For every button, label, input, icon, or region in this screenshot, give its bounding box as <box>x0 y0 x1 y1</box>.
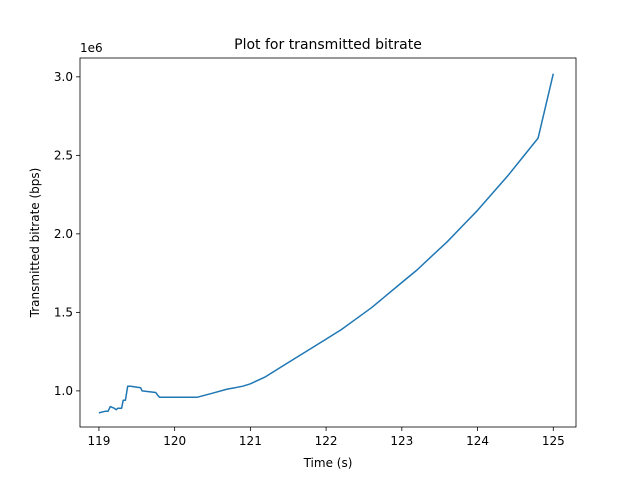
x-tick-label: 122 <box>315 434 338 448</box>
y-tick-label: 3.0 <box>54 70 73 84</box>
bitrate-series-line <box>98 73 555 414</box>
y-tick-label: 2.5 <box>54 148 73 162</box>
y-tick-label: 1.5 <box>54 305 73 319</box>
y-tick-label: 2.0 <box>54 227 73 241</box>
x-axis-ticks: 119 120 121 122 123 124 125 <box>87 427 565 448</box>
plot-area-frame <box>79 57 577 428</box>
y-tick-label: 1.0 <box>54 384 73 398</box>
y-axis-label: Transmitted bitrate (bps) <box>28 168 42 319</box>
plot-area-background <box>80 58 576 427</box>
x-axis-label: Time (s) <box>303 456 353 470</box>
chart-title: Plot for transmitted bitrate <box>234 37 422 53</box>
x-tick-label: 119 <box>87 434 110 448</box>
x-tick-label: 123 <box>390 434 413 448</box>
x-tick-label: 121 <box>239 434 262 448</box>
y-axis-ticks: 1.0 1.5 2.0 2.5 3.0 <box>54 70 80 398</box>
series-layer <box>98 73 555 414</box>
x-tick-label: 120 <box>163 434 186 448</box>
x-tick-label: 124 <box>466 434 489 448</box>
x-tick-label: 125 <box>542 434 565 448</box>
y-axis-offset-label: 1e6 <box>80 41 103 55</box>
